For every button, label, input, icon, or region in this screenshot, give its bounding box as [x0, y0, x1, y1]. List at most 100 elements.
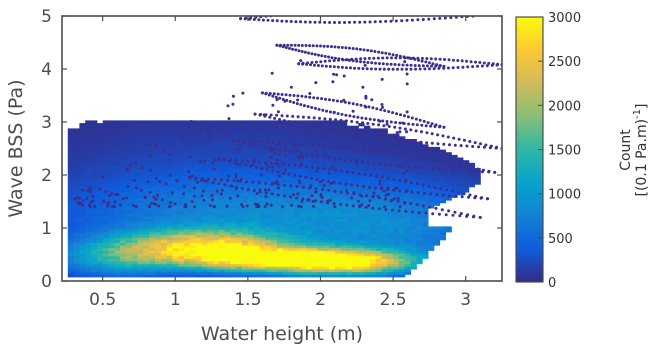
data-point — [353, 20, 357, 24]
density-cell — [195, 160, 202, 164]
density-cell — [294, 133, 301, 137]
density-cell — [154, 252, 162, 257]
density-cell — [364, 245, 371, 249]
data-point — [207, 130, 211, 134]
density-cell — [323, 165, 330, 169]
density-cell — [178, 239, 185, 243]
density-cell — [160, 223, 168, 228]
density-cell — [352, 192, 359, 196]
data-point — [273, 147, 277, 151]
density-cell — [294, 245, 301, 249]
density-cell — [166, 157, 173, 161]
density-cell — [335, 165, 342, 169]
data-point — [407, 122, 411, 126]
density-cell — [160, 173, 168, 177]
data-point — [325, 10, 328, 13]
y-tick-label: 0 — [41, 272, 52, 292]
data-point — [424, 211, 428, 215]
data-point — [287, 163, 291, 167]
density-cell — [160, 274, 168, 278]
density-cell — [259, 125, 266, 129]
density-cell — [184, 202, 191, 206]
density-cell — [439, 149, 446, 153]
density-cell — [288, 231, 295, 235]
density-cell — [131, 149, 139, 153]
density-cell — [276, 149, 284, 153]
data-point — [231, 139, 235, 142]
density-cell — [247, 250, 255, 254]
density-cell — [218, 237, 226, 241]
density-cell — [329, 154, 336, 159]
density-cell — [306, 210, 313, 214]
density-cell — [340, 258, 348, 262]
data-point — [124, 196, 128, 200]
density-cell — [247, 168, 255, 172]
data-point — [119, 203, 123, 207]
data-point — [240, 159, 244, 163]
density-cell — [154, 160, 162, 164]
density-cell — [154, 210, 162, 214]
density-cell — [253, 221, 261, 225]
density-cell — [300, 160, 307, 164]
density-cell — [323, 250, 330, 254]
density-cell — [178, 184, 185, 188]
density-cell — [335, 226, 342, 230]
density-cell — [294, 146, 301, 151]
density-cell — [364, 226, 371, 230]
density-cell — [108, 245, 115, 249]
density-cell — [404, 252, 412, 257]
density-cell — [184, 245, 191, 249]
data-point — [78, 202, 82, 206]
density-cell — [271, 178, 278, 182]
data-point — [282, 171, 286, 175]
data-point — [405, 63, 409, 67]
density-cell — [410, 146, 417, 151]
density-cell — [393, 271, 400, 275]
density-cell — [160, 123, 168, 127]
data-point — [398, 205, 402, 209]
density-cell — [172, 221, 179, 225]
density-cell — [265, 207, 272, 212]
density-cell — [282, 194, 290, 198]
density-cell — [381, 247, 388, 251]
data-point — [300, 199, 304, 203]
density-cell — [149, 146, 156, 151]
density-cell — [120, 181, 127, 185]
density-cell — [230, 170, 237, 175]
density-cell — [282, 234, 290, 238]
data-point — [487, 61, 491, 65]
data-point — [409, 63, 413, 67]
density-cell — [335, 255, 342, 259]
density-cell — [189, 184, 197, 188]
density-cell — [131, 234, 139, 238]
density-cell — [398, 192, 406, 196]
density-cell — [457, 189, 464, 193]
density-cell — [445, 226, 452, 230]
density-cell — [439, 231, 446, 235]
data-point — [402, 138, 406, 142]
density-cell — [253, 184, 261, 188]
density-cell — [154, 141, 162, 145]
density-cell — [369, 245, 377, 249]
data-point — [395, 131, 399, 135]
data-point — [328, 145, 332, 148]
density-cell — [294, 125, 301, 129]
data-point — [298, 132, 302, 135]
density-cell — [404, 242, 412, 246]
density-cell — [317, 215, 324, 220]
density-cell — [416, 176, 423, 180]
density-cell — [143, 162, 150, 167]
density-cell — [178, 173, 185, 177]
data-point — [386, 188, 390, 191]
data-point — [222, 158, 226, 162]
density-cell — [323, 271, 330, 275]
density-cell — [85, 237, 92, 241]
density-cell — [230, 192, 237, 196]
data-point — [380, 136, 384, 140]
density-cell — [166, 176, 173, 180]
density-cell — [369, 271, 377, 275]
density-cell — [172, 128, 179, 132]
density-cell — [247, 213, 255, 217]
density-cell — [369, 242, 377, 246]
density-cell — [143, 165, 150, 169]
